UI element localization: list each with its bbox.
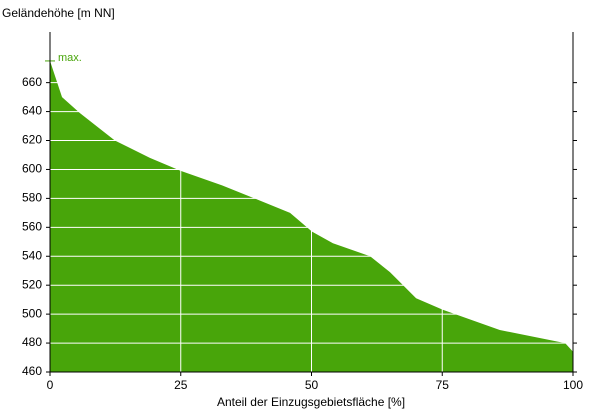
x-tick-label: 75 (436, 378, 450, 392)
y-tick-label: 620 (22, 133, 42, 147)
y-tick-label: 520 (22, 277, 42, 291)
y-tick-label: 460 (22, 364, 42, 378)
y-tick-label: 600 (22, 162, 42, 176)
y-tick-label: 660 (22, 75, 42, 89)
x-tick-label: 0 (47, 378, 54, 392)
y-tick-label: 580 (22, 191, 42, 205)
y-tick-label: 560 (22, 219, 42, 233)
x-tick-label: 25 (174, 378, 188, 392)
x-tick-label: 100 (563, 378, 583, 392)
y-tick-label: 500 (22, 306, 42, 320)
x-tick-label: 50 (305, 378, 319, 392)
annotation: max. (58, 52, 82, 64)
y-tick-label: 540 (22, 248, 42, 262)
y-tick-label: 480 (22, 335, 42, 349)
y-tick-label: 640 (22, 104, 42, 118)
x-axis-label: Anteil der Einzugsgebietsfläche [%] (217, 395, 405, 409)
y-axis-label: Geländehöhe [m NN] (2, 6, 115, 20)
